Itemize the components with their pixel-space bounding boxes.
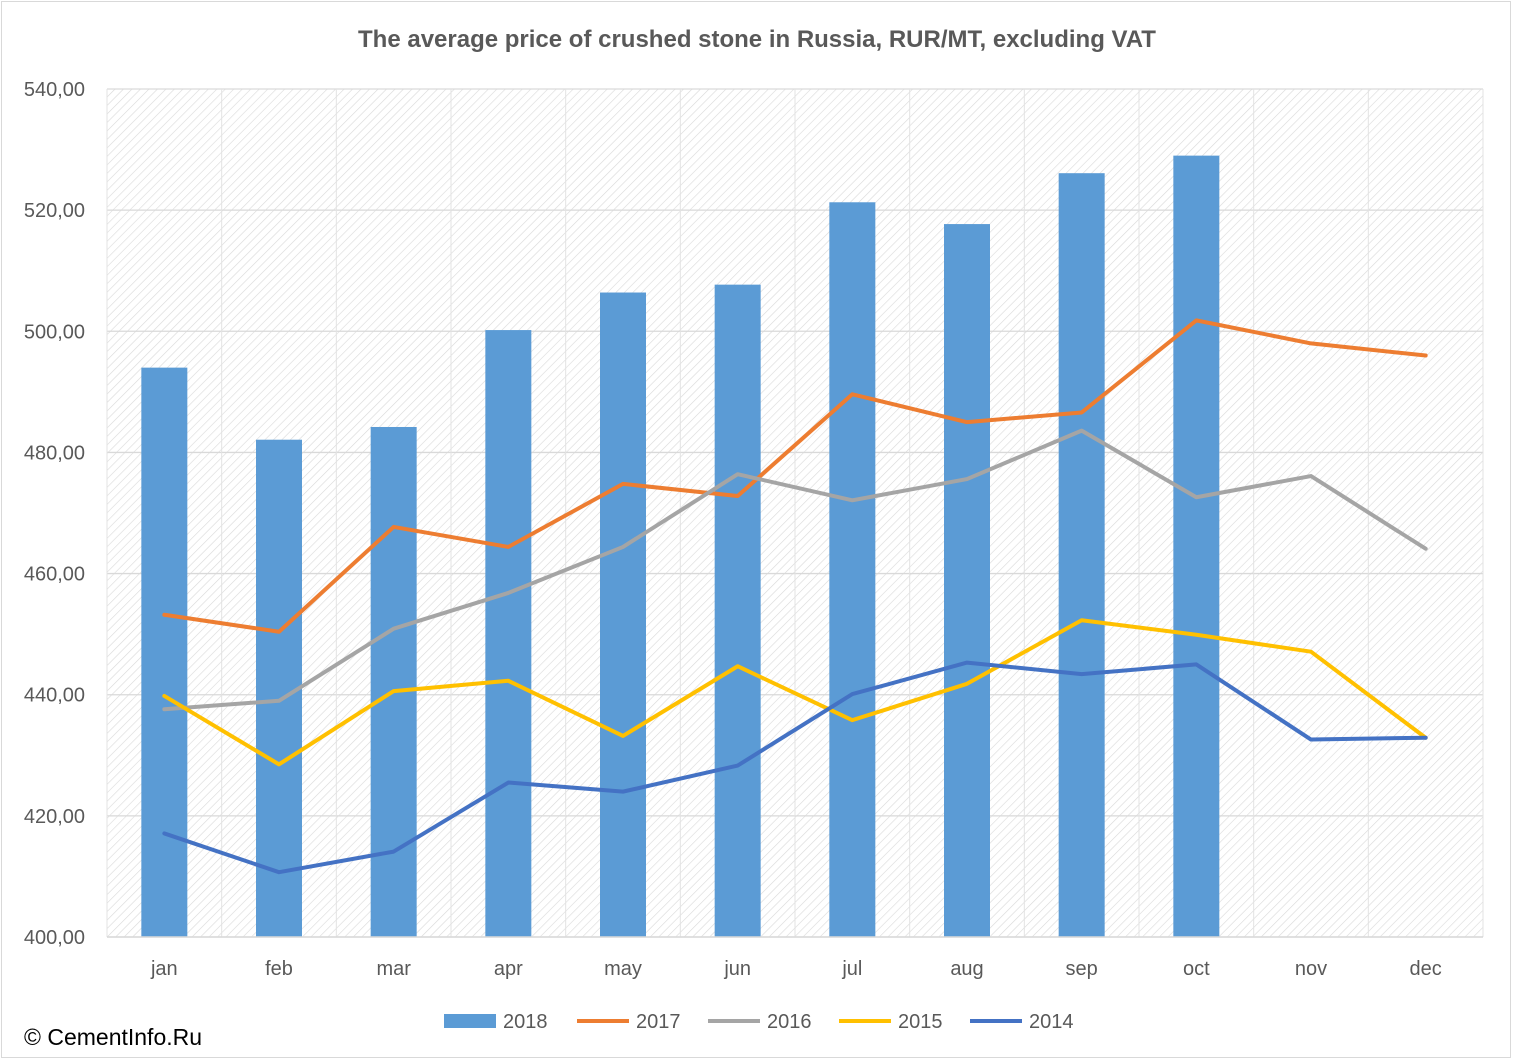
legend-label-2017: 2017 [636, 1011, 681, 1033]
y-tick-label: 440,00 [24, 685, 85, 707]
line-2014 [162, 660, 1428, 875]
point-2016-oct [1196, 497, 1197, 498]
point-2015-jan [164, 695, 165, 696]
point-2014-mar [393, 851, 394, 852]
point-2017-jul [852, 394, 853, 395]
x-tick-label: may [604, 958, 642, 980]
point-2016-jun [737, 474, 738, 475]
point-2017-nov [1311, 343, 1312, 344]
point-2014-oct [1196, 664, 1197, 665]
y-tick-label: 460,00 [24, 564, 85, 586]
x-tick-label: feb [265, 958, 293, 980]
legend: 2018 2017 2016 2015 2014 [444, 1011, 1074, 1033]
bars-2018 [141, 155, 1220, 938]
point-2016-nov [1311, 476, 1312, 477]
point-2017-apr [508, 546, 509, 547]
bar-2018-aug [944, 224, 990, 937]
point-2017-dec [1425, 355, 1426, 356]
point-2015-jul [852, 720, 853, 721]
point-2015-jun [737, 666, 738, 667]
y-tick-label: 540,00 [24, 79, 85, 101]
point-2016-aug [967, 479, 968, 480]
bar-2018-apr [485, 330, 532, 937]
x-tick-label: aug [950, 958, 983, 980]
point-2015-aug [967, 683, 968, 684]
bar-2018-may [600, 292, 646, 937]
bar-2018-feb [256, 439, 302, 937]
y-tick-label: 480,00 [24, 442, 85, 464]
point-2016-apr [508, 592, 509, 593]
gridlines [106, 88, 1484, 938]
line-2017 [162, 318, 1428, 634]
point-2014-may [623, 791, 624, 792]
point-2015-feb [279, 764, 280, 765]
y-tick-label: 400,00 [24, 927, 85, 949]
bar-2018-jul [829, 202, 876, 938]
point-2014-dec [1425, 737, 1426, 738]
x-tick-label: jan [150, 958, 178, 980]
x-tick-label: apr [494, 958, 523, 980]
bar-2018-jun [714, 284, 761, 937]
point-2016-mar [393, 628, 394, 629]
point-2014-apr [508, 782, 509, 783]
bar-2018-oct [1173, 155, 1220, 938]
line-2015 [162, 618, 1428, 767]
bar-2018-sep [1058, 173, 1105, 938]
point-2016-feb [279, 700, 280, 701]
y-tick-label: 520,00 [24, 200, 85, 222]
line-2016 [162, 428, 1428, 712]
point-2016-may [623, 546, 624, 547]
x-tick-label: sep [1066, 958, 1098, 980]
axes: 400,00 420,00 440,00 460,00 480,00 500,00 520,… [24, 79, 1483, 980]
point-2017-jun [737, 496, 738, 497]
legend-label-2015: 2015 [898, 1011, 943, 1033]
point-2014-feb [279, 872, 280, 873]
point-2016-jan [164, 709, 165, 710]
point-2017-jan [164, 614, 165, 615]
legend-label-2016: 2016 [767, 1011, 812, 1033]
bar-2018-jan [141, 367, 188, 938]
y-tick-label: 420,00 [24, 806, 85, 828]
bar-2018-mar [370, 426, 417, 937]
point-2017-oct [1196, 320, 1197, 321]
point-2015-may [623, 735, 624, 736]
x-tick-label: nov [1295, 958, 1327, 980]
point-2015-oct [1196, 634, 1197, 635]
x-tick-label: jul [841, 958, 862, 980]
point-2015-apr [508, 680, 509, 681]
point-2016-jul [852, 500, 853, 501]
legend-label-2014: 2014 [1029, 1011, 1074, 1033]
point-2016-sep [1081, 430, 1082, 431]
point-2014-jun [737, 765, 738, 766]
point-2014-jul [852, 694, 853, 695]
x-tick-label: jun [723, 958, 751, 980]
point-2015-mar [393, 691, 394, 692]
point-2016-dec [1425, 548, 1426, 549]
point-2014-sep [1081, 674, 1082, 675]
point-2017-may [623, 483, 624, 484]
series-lines [162, 318, 1428, 875]
point-2015-nov [1311, 651, 1312, 652]
x-tick-label: mar [376, 958, 411, 980]
point-2017-sep [1081, 412, 1082, 413]
x-tick-label: oct [1183, 958, 1210, 980]
point-2017-feb [279, 631, 280, 632]
legend-label-2018: 2018 [503, 1011, 548, 1033]
point-2014-nov [1311, 739, 1312, 740]
point-2014-aug [967, 662, 968, 663]
copyright-notice: © CementInfo.Ru [24, 1024, 203, 1050]
y-tick-label: 500,00 [24, 321, 85, 343]
x-tick-label: dec [1410, 958, 1442, 980]
point-2014-jan [164, 833, 165, 834]
chart-title: The average price of crushed stone in Ru… [358, 26, 1156, 53]
legend-swatch-2018 [444, 1014, 496, 1028]
point-2015-sep [1081, 620, 1082, 621]
point-2017-mar [393, 526, 394, 527]
point-2017-aug [967, 422, 968, 423]
